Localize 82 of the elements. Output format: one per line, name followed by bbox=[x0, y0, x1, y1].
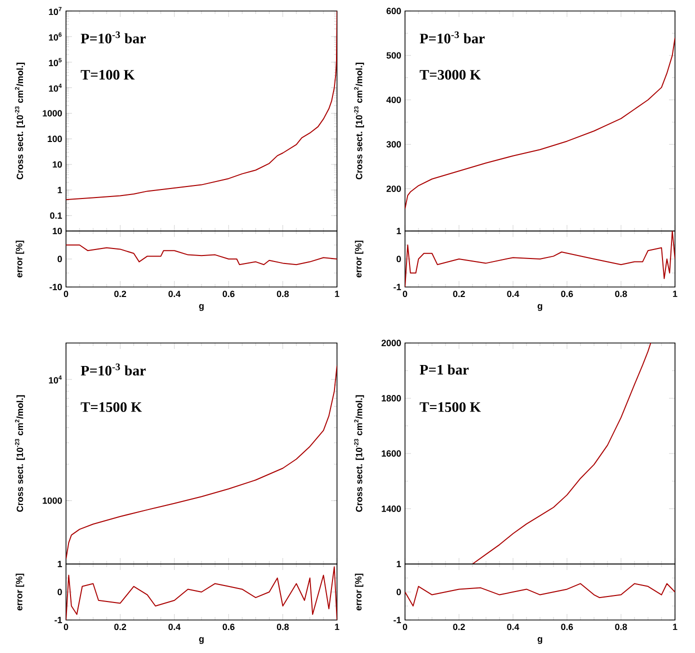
y-tick-label: 0 bbox=[58, 256, 62, 262]
y-tick-label: 300 bbox=[386, 141, 401, 148]
y-tick-label: 200 bbox=[386, 186, 401, 192]
y-tick-label: 1800 bbox=[382, 395, 401, 402]
y-tick-label: 0 bbox=[58, 588, 62, 596]
y-tick-label: 10$^{6}$ bbox=[48, 32, 62, 41]
y-axis-title: error [%] bbox=[354, 240, 364, 278]
y-tick-label: 400 bbox=[386, 96, 401, 104]
x-tick-label: 0.6 bbox=[561, 290, 573, 298]
y-tick-label: 0 bbox=[396, 256, 401, 262]
y-tick-label: -1 bbox=[394, 284, 402, 290]
y-tick-label: 2000 bbox=[382, 340, 401, 346]
x-tick-label: 1 bbox=[673, 290, 678, 297]
x-tick-label: 1 bbox=[335, 290, 340, 297]
line-series bbox=[66, 365, 338, 560]
y-axis-title: Cross sect. [10$^{-23}$ cm$^{2}$/mol.] bbox=[354, 395, 364, 512]
y-tick-label: -10 bbox=[50, 284, 62, 290]
y-axis-title: Cross sect. [10$^{-23}$ cm$^{2}$/mol.] bbox=[354, 62, 364, 180]
y-tick-label: 1 bbox=[396, 560, 402, 568]
x-tick-label: 0 bbox=[402, 290, 408, 298]
x-tick-label: 0.2 bbox=[114, 290, 126, 298]
y-tick-label: -1 bbox=[394, 616, 402, 624]
line-series bbox=[66, 244, 338, 266]
y-tick-label: 10$^{5}$ bbox=[48, 58, 62, 66]
annotation: T=1500 K bbox=[420, 402, 481, 412]
x-tick-label: 0.8 bbox=[615, 624, 627, 630]
y-axis-title: error [%] bbox=[16, 574, 24, 610]
y-tick-label: 600 bbox=[386, 8, 401, 14]
x-tick-label: 0.2 bbox=[453, 290, 465, 298]
y-tick-label: 1 bbox=[396, 228, 402, 234]
annotation: T=1500 K bbox=[80, 402, 142, 412]
annotation: P=1 bar bbox=[420, 364, 469, 375]
x-tick-label: 0.6 bbox=[561, 624, 573, 630]
y-tick-label: 500 bbox=[386, 52, 401, 59]
line-series bbox=[472, 343, 652, 564]
x-tick-label: 0.8 bbox=[615, 290, 627, 298]
y-axis-title: Cross sect. [10$^{-23}$ cm$^{2}$/mol.] bbox=[14, 62, 25, 180]
x-tick-label: 0.2 bbox=[453, 624, 465, 630]
x-tick-label: 0.4 bbox=[168, 290, 181, 298]
y-tick-label: 10 bbox=[52, 161, 62, 168]
y-axis-title: Cross sect. [10$^{-23}$ cm$^{2}$/mol.] bbox=[14, 395, 25, 512]
x-tick-label: 0 bbox=[64, 290, 68, 298]
x-axis-title: g bbox=[538, 637, 542, 644]
annotation: T=100 K bbox=[80, 70, 135, 80]
annotation: P=10$^{-3}$ bar bbox=[80, 364, 146, 376]
y-tick-label: 1 bbox=[58, 186, 62, 194]
y-tick-label: 10$^{7}$ bbox=[48, 6, 62, 16]
x-tick-label: 0.4 bbox=[168, 624, 181, 630]
line-series bbox=[66, 566, 338, 620]
y-tick-label: -1 bbox=[54, 616, 62, 624]
y-tick-label: 1 bbox=[58, 560, 62, 568]
x-tick-label: 1 bbox=[673, 624, 678, 630]
annotation: T=3000 K bbox=[420, 70, 481, 80]
x-tick-label: 0 bbox=[64, 624, 68, 630]
y-tick-label: 0 bbox=[396, 588, 401, 596]
line-series bbox=[66, 11, 338, 200]
y-tick-label: 10 bbox=[52, 228, 62, 234]
y-tick-label: 1400 bbox=[382, 506, 401, 512]
y-tick-label: 100 bbox=[48, 136, 62, 142]
x-tick-label: 1 bbox=[335, 624, 340, 630]
x-tick-label: 0.2 bbox=[114, 624, 126, 630]
line-series bbox=[405, 583, 676, 606]
y-tick-label: 1000 bbox=[42, 110, 62, 116]
x-tick-label: 0.8 bbox=[276, 290, 289, 298]
y-tick-label: 1000 bbox=[42, 497, 62, 504]
y-tick-label: 0.1 bbox=[50, 212, 62, 219]
y-tick-label: 1600 bbox=[382, 450, 401, 457]
x-tick-label: 0.6 bbox=[222, 624, 235, 630]
x-tick-label: 0.6 bbox=[222, 290, 235, 298]
y-tick-label: 10$^{4}$ bbox=[48, 375, 62, 384]
x-axis-title: g bbox=[538, 304, 542, 311]
x-axis-title: g bbox=[199, 304, 204, 311]
annotation: P=10$^{-3}$ bar bbox=[80, 31, 146, 44]
x-axis-title: g bbox=[199, 637, 204, 644]
x-tick-label: 0.8 bbox=[276, 624, 289, 630]
x-tick-label: 0 bbox=[402, 624, 408, 630]
x-tick-label: 0.4 bbox=[507, 290, 520, 298]
annotation: P=10$^{-3}$ bar bbox=[420, 31, 485, 44]
y-axis-title: error [%] bbox=[16, 240, 24, 278]
y-axis-title: error [%] bbox=[354, 574, 364, 610]
y-tick-label: 10$^{4}$ bbox=[48, 84, 62, 92]
x-tick-label: 0.4 bbox=[507, 624, 520, 630]
